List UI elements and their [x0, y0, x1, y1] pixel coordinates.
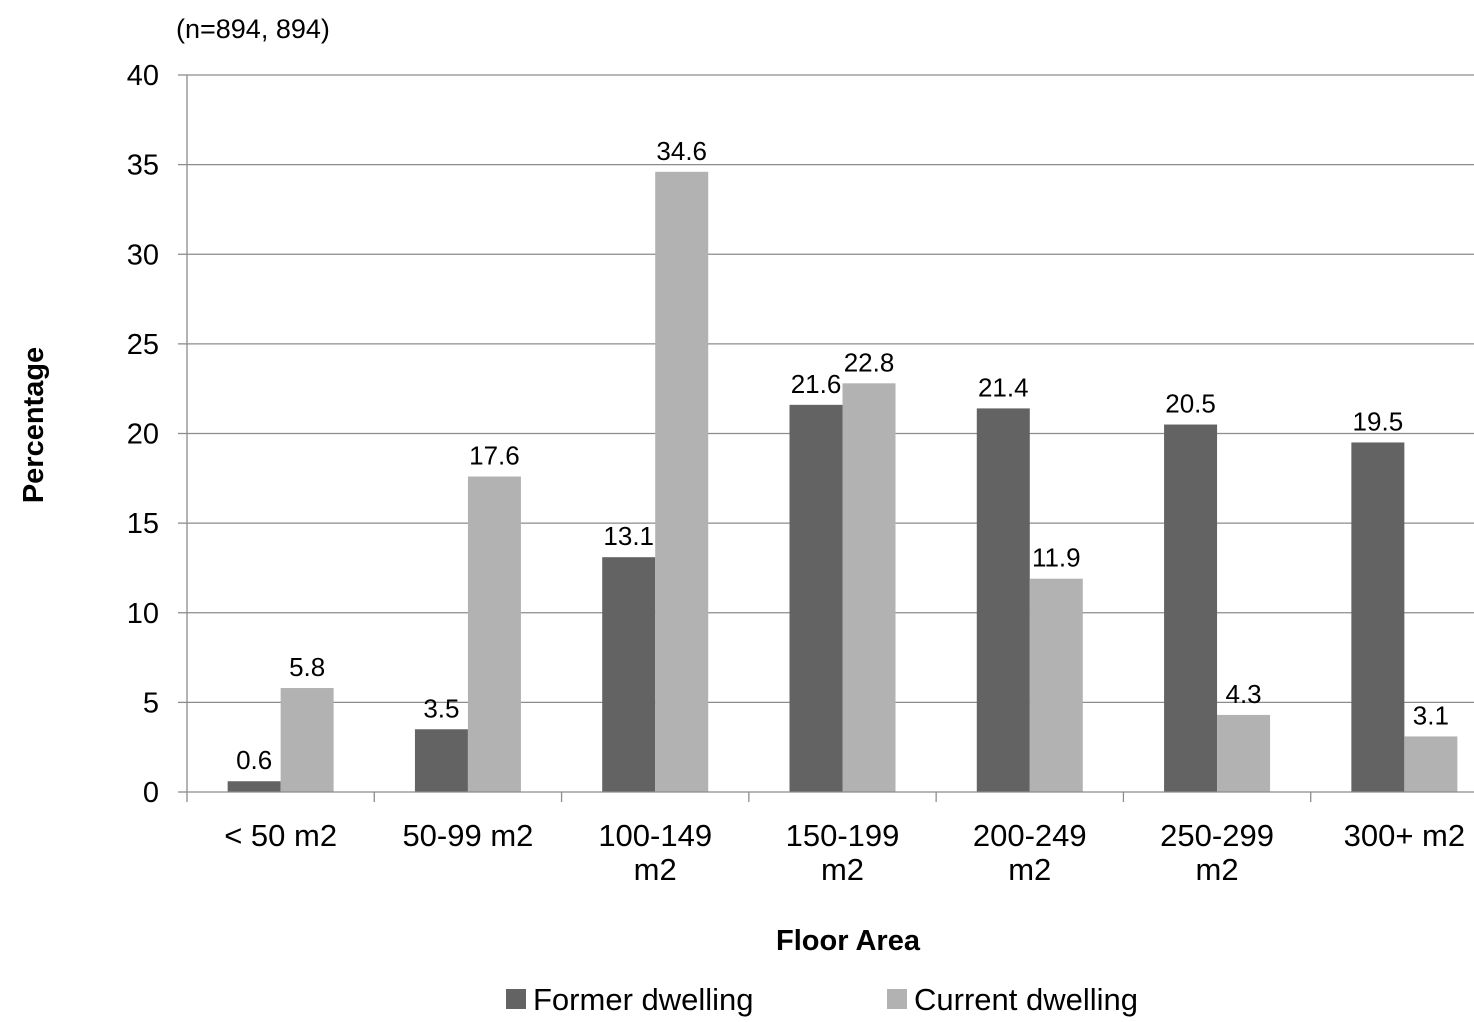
x-tick-label: 100-149 m2 — [598, 818, 712, 887]
data-labels: 0.6 3.5 13.1 21.6 21.4 20.5 19.5 5.8 17.6 34.6 22.… — [236, 136, 1449, 775]
legend-item-former: Former dwelling — [506, 982, 754, 1017]
y-tick-label: 5 — [143, 687, 159, 719]
data-label: 3.5 — [423, 693, 459, 723]
x-tick-label: 250-299 m2 — [1160, 818, 1274, 887]
bar-former — [602, 557, 656, 792]
bar-former — [227, 781, 281, 792]
axes: 0 5 10 15 20 25 30 35 40 < 50 m2 50-99 m2 100-149 m2… — [127, 60, 1474, 887]
x-tick-label: 300+ m2 — [1344, 818, 1466, 853]
data-label: 11.9 — [1032, 543, 1081, 573]
bar-former — [414, 729, 468, 792]
data-label: 13.1 — [603, 521, 654, 551]
bar-current — [1029, 578, 1083, 792]
y-tick-label: 40 — [127, 60, 159, 92]
bar-former — [1164, 424, 1218, 792]
bar-current — [467, 476, 521, 792]
x-axis-label: Floor Area — [776, 925, 921, 957]
legend-swatch-former — [506, 989, 526, 1009]
data-label: 19.5 — [1353, 406, 1404, 436]
bar-current — [1217, 714, 1271, 792]
data-label: 21.4 — [978, 372, 1029, 402]
data-label: 5.8 — [289, 652, 325, 682]
legend-label-former: Former dwelling — [533, 982, 754, 1017]
bar-current — [655, 171, 709, 793]
data-label: 17.6 — [469, 441, 520, 471]
data-label: 34.6 — [656, 136, 707, 166]
x-tick-label: 150-199 m2 — [786, 818, 900, 887]
x-tick-label: 200-249 m2 — [973, 818, 1087, 887]
bar-current — [842, 383, 896, 792]
y-tick-label: 30 — [127, 239, 159, 271]
y-tick-label: 0 — [143, 777, 159, 809]
bar-former — [789, 404, 843, 792]
y-axis-label: Percentage — [18, 347, 50, 503]
data-label: 22.8 — [844, 347, 895, 377]
x-tick-label: 50-99 m2 — [402, 818, 533, 853]
y-tick-label: 35 — [127, 150, 159, 182]
chart-subtitle: (n=894, 894) — [176, 14, 330, 44]
bar-current — [280, 688, 334, 792]
y-tick-label: 20 — [127, 419, 159, 451]
data-label: 3.1 — [1413, 700, 1449, 730]
legend-label-current: Current dwelling — [914, 982, 1138, 1017]
y-tick-label: 25 — [127, 329, 159, 361]
data-label: 0.6 — [236, 745, 272, 775]
bar-current — [1404, 736, 1458, 792]
bar-former — [1351, 442, 1405, 792]
y-tick-label: 10 — [127, 598, 159, 630]
data-label: 20.5 — [1165, 389, 1216, 419]
x-tick-label: < 50 m2 — [224, 818, 337, 853]
y-tick-label: 15 — [127, 508, 159, 540]
data-label: 21.6 — [791, 369, 842, 399]
data-label: 4.3 — [1225, 679, 1261, 709]
bar-former — [976, 408, 1030, 792]
legend: Former dwelling Current dwelling — [506, 982, 1138, 1017]
bars — [227, 171, 1458, 793]
legend-swatch-current — [887, 989, 907, 1009]
legend-item-current: Current dwelling — [887, 982, 1138, 1017]
